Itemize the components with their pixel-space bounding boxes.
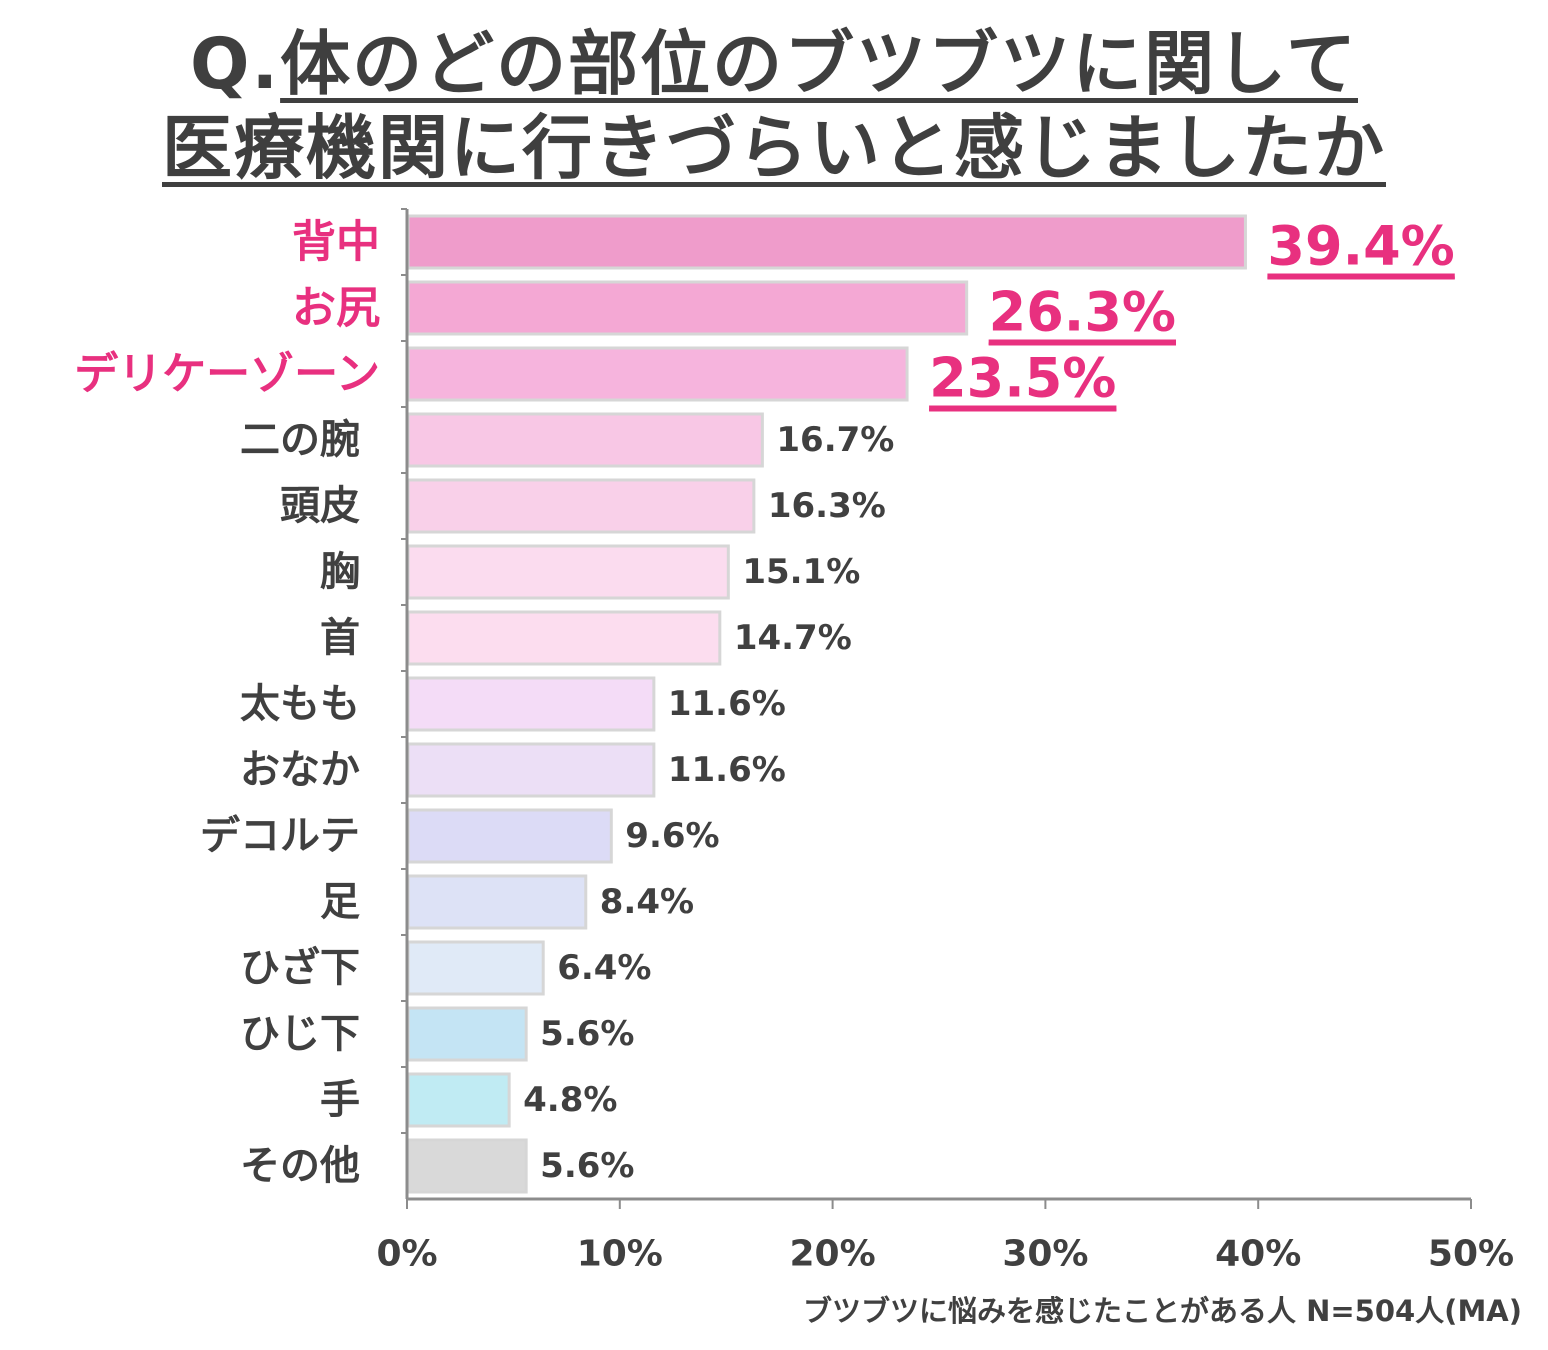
bar: [406, 346, 909, 402]
category-label: お尻: [292, 283, 380, 334]
category-label: 手: [320, 1077, 360, 1123]
chart-title: Q.体のどの部位のブツブツに関して 医療機関に行きづらいと感じましたか: [0, 22, 1548, 190]
title-text-2: 医療機関に行きづらいと感じましたか: [162, 107, 1386, 189]
value-label: 8.4%: [600, 882, 694, 922]
bar: [406, 412, 764, 468]
bar: [406, 940, 545, 996]
chart-title-line-1: Q.体のどの部位のブツブツに関して: [0, 22, 1548, 106]
value-label: 11.6%: [668, 750, 786, 790]
value-label: 14.7%: [734, 618, 852, 658]
bar: [406, 1072, 511, 1128]
category-label: ひじ下: [240, 1011, 360, 1057]
value-label: 9.6%: [625, 816, 719, 856]
x-tick-label: 10%: [577, 1234, 663, 1275]
bar: [406, 676, 656, 732]
x-tick-label: 30%: [1002, 1234, 1088, 1275]
value-label: 11.6%: [668, 684, 786, 724]
category-label: おなか: [240, 747, 360, 793]
bar: [406, 610, 722, 666]
bar: [406, 808, 613, 864]
bar: [406, 214, 1247, 270]
category-label: デコルテ: [200, 813, 360, 859]
value-label: 6.4%: [557, 948, 651, 988]
x-tick-label: 40%: [1215, 1234, 1301, 1275]
chart-title-line-2: 医療機関に行きづらいと感じましたか: [0, 106, 1548, 190]
category-label: 首: [320, 615, 360, 661]
value-label: 39.4%: [1267, 215, 1454, 278]
value-label: 23.5%: [929, 347, 1116, 410]
chart-footnote: ブツブツに悩みを感じたことがある人 N=504人(MA): [802, 1294, 1522, 1328]
bar: [406, 742, 656, 798]
category-label: その他: [240, 1143, 360, 1189]
value-label: 4.8%: [523, 1080, 617, 1120]
bar: [406, 874, 588, 930]
category-label: 背中: [292, 217, 380, 268]
category-label: 二の腕: [240, 417, 360, 463]
value-label: 15.1%: [742, 552, 860, 592]
bar: [406, 280, 969, 336]
category-label: デリケーゾーン: [74, 349, 380, 400]
bar: [406, 544, 730, 600]
bar: [406, 1138, 528, 1194]
category-label: 足: [320, 879, 360, 925]
category-label: 頭皮: [280, 483, 360, 529]
value-label: 16.3%: [768, 486, 886, 526]
category-label: ひざ下: [240, 945, 360, 991]
value-label: 5.6%: [540, 1014, 634, 1054]
bar: [406, 478, 756, 534]
value-label: 16.7%: [776, 420, 894, 460]
value-label: 26.3%: [989, 281, 1176, 344]
x-tick-label: 50%: [1428, 1234, 1514, 1275]
x-tick-label: 0%: [376, 1234, 437, 1275]
title-text-1: 体のどの部位のブツブツに関して: [280, 23, 1358, 105]
category-label: 胸: [320, 549, 360, 595]
category-label: 太もも: [240, 681, 360, 727]
bar: [406, 1006, 528, 1062]
title-prefix: Q.: [189, 23, 281, 105]
value-label: 5.6%: [540, 1146, 634, 1186]
x-tick-label: 20%: [790, 1234, 876, 1275]
